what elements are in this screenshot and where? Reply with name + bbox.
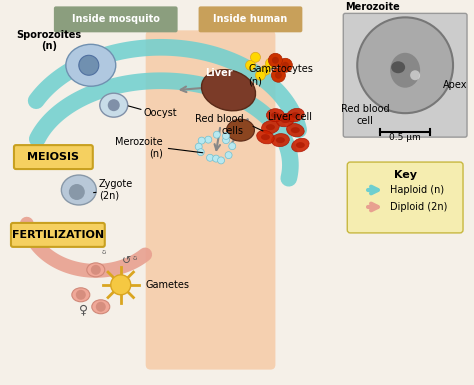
Ellipse shape [262, 121, 279, 134]
Circle shape [357, 17, 453, 113]
Circle shape [195, 143, 202, 151]
Circle shape [69, 184, 85, 200]
Circle shape [255, 70, 265, 80]
Ellipse shape [287, 108, 304, 122]
Ellipse shape [100, 93, 128, 117]
FancyBboxPatch shape [146, 30, 275, 370]
Ellipse shape [291, 127, 300, 133]
Text: ᵟ: ᵟ [101, 250, 106, 260]
Circle shape [268, 53, 283, 67]
Circle shape [224, 139, 231, 146]
Circle shape [200, 140, 207, 147]
Circle shape [111, 275, 131, 295]
Ellipse shape [201, 70, 255, 111]
Ellipse shape [266, 124, 275, 130]
Ellipse shape [227, 119, 255, 141]
FancyBboxPatch shape [11, 223, 105, 247]
Ellipse shape [72, 288, 90, 302]
Text: ♀: ♀ [79, 303, 88, 316]
Ellipse shape [87, 263, 105, 277]
Circle shape [227, 144, 234, 151]
FancyBboxPatch shape [343, 13, 467, 137]
Circle shape [198, 149, 205, 156]
Circle shape [76, 290, 86, 300]
Circle shape [265, 58, 275, 68]
Ellipse shape [271, 112, 280, 118]
Circle shape [221, 133, 228, 140]
Ellipse shape [92, 300, 110, 314]
Text: FERTILIZATION: FERTILIZATION [12, 230, 104, 240]
Text: 0.5 μm: 0.5 μm [389, 132, 421, 142]
Text: Zygote
(2n): Zygote (2n) [99, 179, 133, 201]
Ellipse shape [276, 137, 285, 143]
Circle shape [278, 58, 292, 72]
Circle shape [272, 57, 279, 64]
Circle shape [205, 154, 212, 161]
Circle shape [79, 55, 99, 75]
Ellipse shape [390, 53, 420, 88]
Text: Liver: Liver [205, 68, 232, 78]
Circle shape [275, 72, 282, 79]
Circle shape [260, 65, 271, 75]
Ellipse shape [391, 61, 405, 73]
Text: Merozoite: Merozoite [345, 2, 400, 12]
Circle shape [214, 158, 221, 165]
Ellipse shape [296, 142, 305, 148]
Ellipse shape [261, 134, 270, 140]
Text: Red blood
cell: Red blood cell [341, 104, 390, 126]
Text: Gametes: Gametes [146, 280, 190, 290]
Circle shape [204, 133, 211, 141]
FancyBboxPatch shape [199, 7, 302, 32]
Ellipse shape [61, 175, 96, 205]
FancyBboxPatch shape [14, 145, 93, 169]
Circle shape [246, 60, 255, 70]
Circle shape [250, 52, 260, 62]
Text: $\circlearrowleft$ᵟ: $\circlearrowleft$ᵟ [119, 255, 138, 265]
Ellipse shape [281, 117, 290, 123]
Circle shape [212, 131, 219, 138]
Ellipse shape [272, 134, 289, 147]
Ellipse shape [287, 123, 304, 137]
Text: MEIOSIS: MEIOSIS [27, 152, 79, 162]
Text: Oocyst: Oocyst [144, 108, 177, 118]
Ellipse shape [292, 139, 309, 152]
Ellipse shape [256, 131, 274, 144]
Circle shape [282, 62, 289, 69]
Text: Inside human: Inside human [213, 14, 288, 24]
FancyBboxPatch shape [347, 162, 463, 233]
Ellipse shape [276, 114, 294, 127]
Text: Haploid (n): Haploid (n) [390, 185, 444, 195]
Ellipse shape [66, 44, 116, 86]
Text: Merozoite
(n): Merozoite (n) [115, 137, 163, 159]
Ellipse shape [266, 109, 284, 122]
Circle shape [91, 265, 101, 275]
FancyBboxPatch shape [54, 7, 178, 32]
Circle shape [224, 149, 231, 156]
Circle shape [272, 68, 285, 82]
Text: Gametocytes
(n): Gametocytes (n) [248, 64, 313, 86]
Ellipse shape [291, 112, 300, 118]
Circle shape [108, 99, 120, 111]
Text: Key: Key [393, 170, 417, 180]
Circle shape [410, 70, 420, 80]
Text: Liver cell: Liver cell [268, 112, 312, 122]
Text: Inside mosquito: Inside mosquito [72, 14, 160, 24]
Circle shape [222, 154, 229, 161]
Text: Diploid (2n): Diploid (2n) [390, 202, 447, 212]
Text: Sporozoites
(n): Sporozoites (n) [16, 30, 82, 51]
Text: Apex: Apex [443, 80, 467, 90]
Text: Red blood
cells: Red blood cells [195, 114, 244, 136]
Circle shape [96, 302, 106, 312]
